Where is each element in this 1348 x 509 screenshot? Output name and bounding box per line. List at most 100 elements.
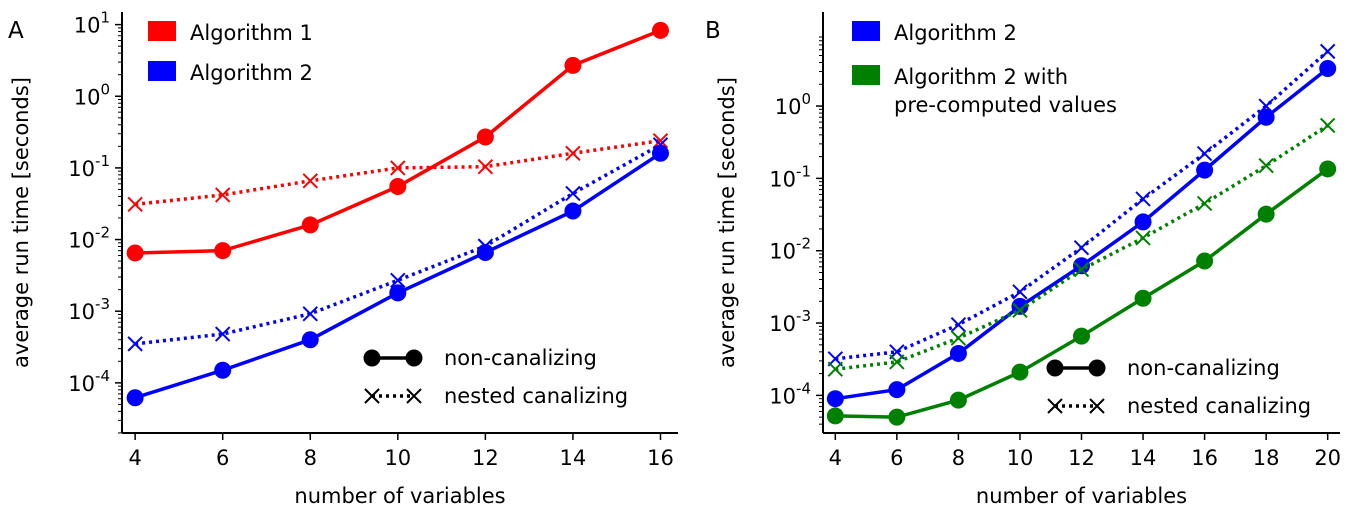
data-point-circle xyxy=(1319,160,1337,178)
data-point-x-marker xyxy=(950,330,967,346)
x-tick-label: 12 xyxy=(1068,446,1095,470)
data-point-x-marker xyxy=(127,336,143,352)
y-tick-label: 10-2 xyxy=(68,224,110,253)
series-algorithm-2-nested xyxy=(127,137,669,352)
data-point-x-marker xyxy=(1196,195,1213,212)
series-line xyxy=(835,123,1329,371)
data-point-x-marker xyxy=(1073,240,1090,256)
data-point-circle xyxy=(214,361,232,379)
x-tick-label: 8 xyxy=(304,446,317,470)
legend-label: non-canalizing xyxy=(444,346,597,370)
y-tick-label: 10-4 xyxy=(68,367,110,396)
series-algorithm-2-noncanal xyxy=(126,144,669,407)
data-point-circle xyxy=(826,407,844,425)
data-point-x-marker xyxy=(827,361,844,377)
x-tick-label: 4 xyxy=(829,446,842,470)
data-point-circle xyxy=(1257,108,1275,126)
x-tick-label: 6 xyxy=(890,446,903,470)
panel-label: A xyxy=(8,18,24,44)
legend-marker-circle xyxy=(363,349,381,367)
x-tick-label: 16 xyxy=(1191,446,1218,470)
data-point-circle xyxy=(1073,257,1090,275)
y-tick-label: 10-3 xyxy=(769,307,811,336)
data-point-circle xyxy=(564,202,582,220)
data-point-circle xyxy=(1011,363,1029,381)
x-tick-label: 6 xyxy=(216,446,229,470)
legend-marker-circle xyxy=(405,349,423,367)
series-algorithm-1-noncanal xyxy=(126,21,669,262)
data-point-x-marker xyxy=(565,145,581,161)
data-point-circle xyxy=(1134,289,1152,307)
series-line xyxy=(835,67,1329,401)
x-tick-label: 10 xyxy=(1007,446,1034,470)
data-point-circle xyxy=(564,56,582,74)
legend-label: Algorithm 2 xyxy=(894,21,1017,45)
data-point-circle xyxy=(949,344,967,362)
x-tick-label: 4 xyxy=(128,446,141,470)
data-point-x-marker xyxy=(477,158,494,175)
data-point-circle xyxy=(949,391,967,409)
color-legend: Algorithm 2 Algorithm 2 with pre-computed … xyxy=(852,21,1117,117)
y-tick-label: 10-1 xyxy=(68,152,110,181)
data-point-x-marker xyxy=(565,185,581,202)
series-algorithm-2-nested xyxy=(827,43,1336,367)
series-algorithm-2-with-pre-computed-values-noncanal xyxy=(826,160,1337,426)
data-point-x-marker xyxy=(652,132,669,149)
legend-swatch xyxy=(148,61,176,81)
legend-label: Algorithm 1 xyxy=(190,21,313,45)
data-point-circle xyxy=(126,244,144,262)
series-algorithm-2-noncanal xyxy=(826,60,1337,408)
series-algorithm-2-with-pre-computed-values-nested xyxy=(827,117,1336,377)
legend-marker-x xyxy=(1047,398,1063,414)
y-tick-label: 100 xyxy=(74,80,110,109)
data-point-circle xyxy=(651,21,669,39)
data-point-circle xyxy=(476,128,494,146)
data-point-x-marker xyxy=(1319,43,1336,60)
y-tick-label: 100 xyxy=(775,90,811,119)
y-tick-label: 10-3 xyxy=(68,295,110,324)
y-tick-label: 10-1 xyxy=(769,162,811,191)
data-point-circle xyxy=(476,243,494,261)
data-point-circle xyxy=(1196,161,1214,179)
legend-marker-circle xyxy=(1088,359,1106,377)
data-point-circle xyxy=(126,389,144,407)
data-point-circle xyxy=(301,216,319,234)
legend-marker-circle xyxy=(1046,359,1064,377)
data-point-circle xyxy=(1319,60,1337,78)
data-point-x-marker xyxy=(1135,230,1151,246)
x-tick-label: 14 xyxy=(1130,446,1157,470)
data-point-x-marker xyxy=(214,187,231,203)
data-point-x-marker xyxy=(1073,261,1090,278)
data-point-x-marker xyxy=(889,354,905,370)
x-tick-label: 14 xyxy=(560,446,587,470)
data-point-x-marker xyxy=(950,316,967,333)
legend-swatch xyxy=(148,21,176,41)
data-point-circle xyxy=(1134,213,1152,231)
data-point-circle xyxy=(389,178,407,196)
data-point-circle xyxy=(888,408,906,426)
style-legend: non-canalizing nested canalizing xyxy=(1046,356,1311,418)
chart-panel-a: A 4 6 8 10 12 14 16 10-4 10-3 10-2 10-1 100 101 number… xyxy=(8,9,678,508)
legend-label: pre-computed values xyxy=(894,93,1117,117)
data-point-circle xyxy=(1073,327,1090,345)
style-legend: non-canalizing nested canalizing xyxy=(363,346,628,408)
data-point-circle xyxy=(1196,252,1214,270)
data-point-circle xyxy=(301,331,319,349)
panel-label: B xyxy=(705,18,721,44)
legend-label: Algorithm 2 xyxy=(190,61,313,85)
series-line xyxy=(134,143,662,346)
legend-label: Algorithm 2 with xyxy=(894,65,1068,89)
data-point-x-marker xyxy=(1258,98,1274,114)
x-axis-label: number of variables xyxy=(976,484,1187,508)
data-point-circle xyxy=(826,390,844,408)
legend-label: nested canalizing xyxy=(1127,394,1311,418)
legend-marker-x xyxy=(364,388,380,404)
data-point-x-marker xyxy=(390,160,406,176)
data-point-x-marker xyxy=(1135,191,1151,207)
legend-marker-x xyxy=(406,388,422,404)
legend-marker-x xyxy=(1089,398,1105,414)
data-point-circle xyxy=(214,242,232,260)
legend-label: non-canalizing xyxy=(1127,356,1280,380)
data-point-x-marker xyxy=(390,272,406,289)
